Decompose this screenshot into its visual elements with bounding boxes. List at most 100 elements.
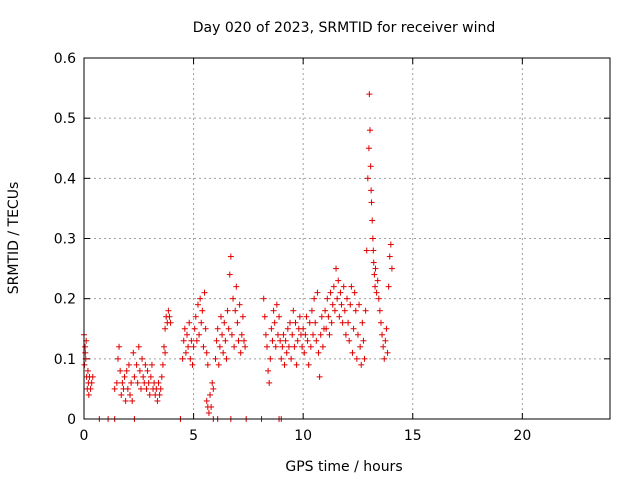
data-point	[283, 349, 290, 356]
data-point	[356, 301, 363, 308]
data-point	[147, 373, 154, 380]
data-point	[198, 319, 205, 326]
data-point	[202, 325, 209, 332]
data-point	[371, 271, 378, 278]
data-point	[370, 259, 377, 266]
y-tick-label: 0.6	[54, 51, 76, 67]
data-point	[264, 343, 271, 350]
data-point	[373, 289, 380, 296]
data-point	[270, 307, 277, 314]
data-point	[155, 379, 162, 386]
data-point	[261, 313, 268, 320]
data-point	[312, 319, 319, 326]
plot-frame	[83, 57, 611, 420]
data-point	[377, 319, 384, 326]
data-point	[230, 295, 237, 302]
data-point	[342, 331, 349, 338]
data-point	[227, 253, 234, 260]
data-point	[326, 331, 333, 338]
data-point	[361, 355, 368, 362]
data-point	[204, 361, 211, 368]
data-point	[266, 379, 273, 386]
data-point	[328, 319, 335, 326]
data-point	[304, 337, 311, 344]
data-point	[282, 337, 289, 344]
data-point	[322, 307, 329, 314]
x-axis-label: GPS time / hours	[285, 459, 402, 475]
data-point	[212, 355, 219, 362]
data-point	[290, 307, 297, 314]
data-point	[365, 145, 372, 152]
data-point	[387, 241, 394, 248]
data-point	[111, 385, 118, 392]
data-point	[315, 349, 322, 356]
data-point	[140, 373, 147, 380]
data-point	[344, 295, 350, 302]
data-point	[165, 307, 172, 314]
data-point	[314, 289, 321, 296]
data-point	[357, 343, 364, 350]
data-point	[148, 361, 155, 368]
data-point	[271, 319, 278, 326]
ticks-layer: 0 0.1 0.2 0.3 0.4 0.5 0.6 0 5 10 15 20	[54, 51, 610, 444]
data-point	[349, 349, 356, 356]
data-point	[130, 349, 137, 356]
data-point	[370, 247, 377, 254]
data-point	[205, 409, 212, 416]
data-point	[265, 367, 272, 374]
data-point	[118, 391, 125, 398]
data-point	[236, 301, 243, 308]
data-point	[334, 295, 341, 302]
data-point	[162, 325, 169, 332]
y-tick-label: 0.2	[54, 292, 76, 308]
data-point	[191, 325, 198, 332]
data-point	[260, 295, 267, 302]
data-point	[316, 373, 323, 380]
data-point	[301, 349, 308, 356]
data-point	[367, 127, 374, 134]
data-point	[116, 343, 123, 350]
data-point	[348, 283, 355, 290]
data-point	[114, 355, 121, 362]
data-point	[82, 349, 89, 356]
data-point	[135, 343, 142, 350]
data-point	[354, 331, 361, 338]
data-point	[216, 343, 223, 350]
data-point	[193, 337, 200, 344]
data-point	[388, 265, 395, 272]
data-point	[188, 337, 195, 344]
data-point	[129, 397, 136, 404]
data-point	[325, 313, 332, 320]
data-point	[385, 283, 392, 290]
data-point	[240, 337, 247, 344]
data-point	[181, 325, 188, 332]
data-point	[305, 361, 312, 368]
data-point	[338, 301, 345, 308]
data-point	[300, 325, 307, 332]
data-point	[117, 367, 124, 374]
data-point	[311, 295, 318, 302]
data-point	[137, 385, 144, 392]
data-point	[226, 271, 233, 278]
data-point	[215, 361, 222, 368]
data-point	[223, 355, 230, 362]
data-point	[239, 313, 246, 320]
data-point	[284, 325, 291, 332]
data-point	[184, 331, 191, 338]
data-point	[85, 391, 92, 398]
y-tick-label: 0.4	[54, 171, 76, 187]
data-point	[88, 379, 95, 386]
data-point	[142, 361, 149, 368]
data-point	[367, 163, 374, 170]
data-point	[335, 277, 342, 284]
data-point	[209, 379, 216, 386]
data-point	[208, 403, 215, 410]
data-point	[233, 283, 240, 290]
data-point	[154, 397, 161, 404]
data-point	[299, 343, 306, 350]
grid-layer	[84, 58, 610, 419]
data-point	[360, 337, 367, 344]
data-point	[162, 349, 169, 356]
data-point	[285, 343, 292, 350]
data-point	[347, 301, 354, 308]
